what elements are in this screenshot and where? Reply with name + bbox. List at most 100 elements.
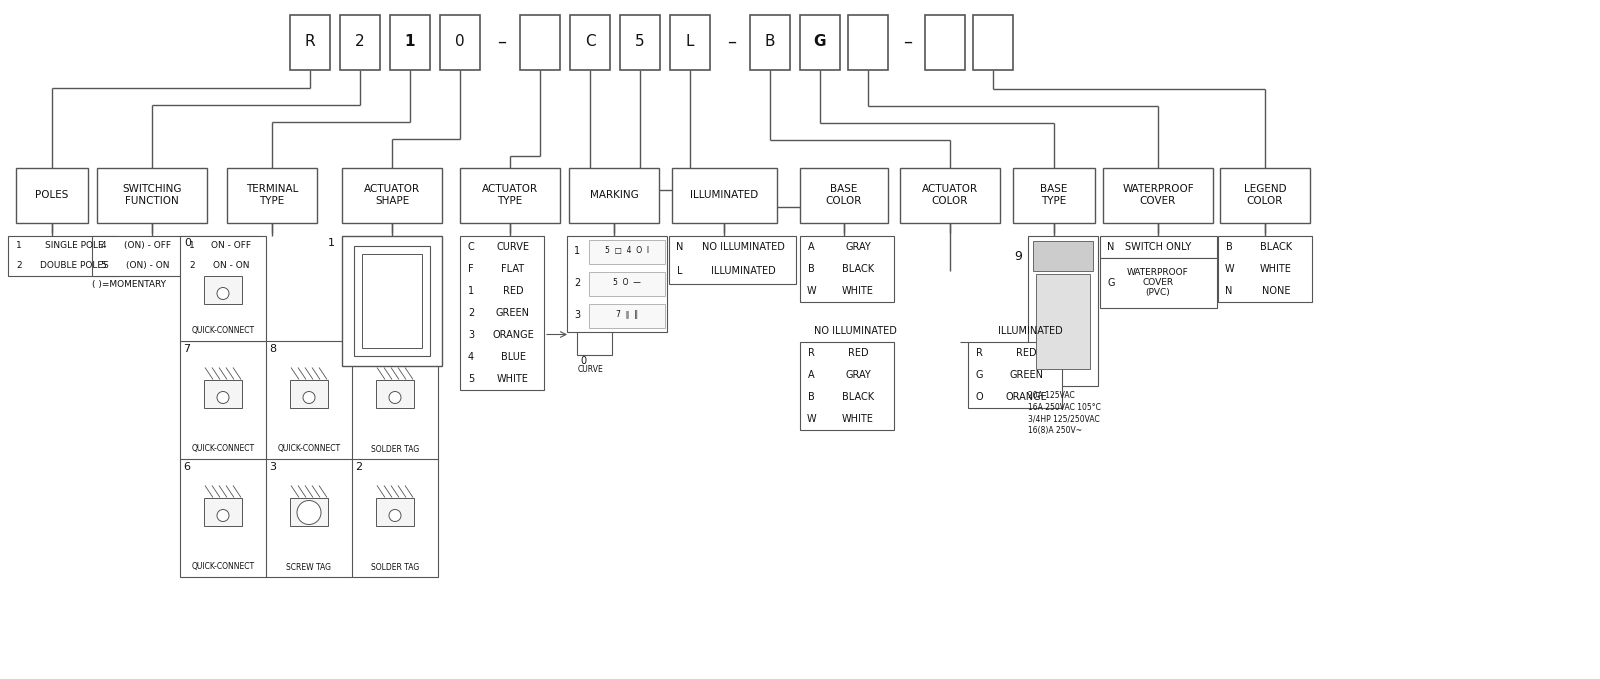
- Text: TERMINAL
TYPE: TERMINAL TYPE: [246, 184, 298, 206]
- Text: BLACK: BLACK: [842, 263, 874, 274]
- Text: SOLDER TAG: SOLDER TAG: [371, 562, 419, 572]
- Text: ORANGE: ORANGE: [493, 329, 534, 340]
- Bar: [376, 498, 414, 526]
- Circle shape: [389, 392, 402, 403]
- Bar: [205, 498, 242, 526]
- Text: 2: 2: [189, 261, 195, 270]
- Text: C: C: [584, 35, 595, 50]
- Bar: [354, 246, 430, 356]
- Bar: [1034, 240, 1093, 270]
- Text: N: N: [1107, 242, 1115, 251]
- Text: BASE
COLOR: BASE COLOR: [826, 184, 862, 206]
- Bar: [16, 168, 88, 223]
- Text: B: B: [1226, 242, 1232, 251]
- Text: WHITE: WHITE: [842, 414, 874, 424]
- Text: (ON) - OFF: (ON) - OFF: [125, 241, 171, 250]
- Text: F: F: [469, 263, 474, 274]
- Bar: [750, 14, 790, 69]
- Bar: [1037, 274, 1090, 369]
- Bar: [342, 236, 442, 365]
- Text: GRAY: GRAY: [845, 242, 870, 251]
- Text: 0: 0: [184, 238, 190, 249]
- Text: G: G: [976, 369, 982, 380]
- Bar: [205, 276, 242, 304]
- Bar: [800, 342, 894, 430]
- Bar: [1027, 236, 1098, 386]
- Bar: [8, 236, 118, 276]
- Text: RED: RED: [848, 348, 869, 358]
- Text: 4: 4: [467, 352, 474, 361]
- Bar: [290, 498, 328, 526]
- Bar: [390, 14, 430, 69]
- Text: 1: 1: [405, 35, 416, 50]
- Text: B: B: [808, 263, 814, 274]
- Text: SCREW TAG: SCREW TAG: [286, 562, 331, 572]
- Bar: [973, 14, 1013, 69]
- Text: GRAY: GRAY: [845, 369, 870, 380]
- Text: 5: 5: [635, 35, 645, 50]
- Bar: [1101, 236, 1218, 257]
- Text: ILLUMINATED: ILLUMINATED: [710, 266, 776, 276]
- Text: 6: 6: [182, 462, 190, 471]
- Text: QUICK-CONNECT: QUICK-CONNECT: [277, 445, 341, 454]
- Bar: [290, 14, 330, 69]
- Text: 16A 250VAC 105°C: 16A 250VAC 105°C: [1027, 403, 1101, 411]
- Text: WATERPROOF
COVER
(PVC): WATERPROOF COVER (PVC): [1126, 268, 1189, 297]
- Text: 5  □  4  O  I: 5 □ 4 O I: [605, 246, 650, 255]
- Text: B: B: [765, 35, 776, 50]
- Text: 3: 3: [574, 310, 581, 320]
- Text: ACTUATOR
TYPE: ACTUATOR TYPE: [482, 184, 538, 206]
- Circle shape: [218, 392, 229, 403]
- Circle shape: [298, 500, 322, 524]
- Text: R: R: [808, 348, 814, 358]
- Text: 0: 0: [579, 356, 586, 365]
- Text: ON - OFF: ON - OFF: [211, 241, 251, 250]
- Text: RED: RED: [502, 285, 523, 295]
- Text: 9: 9: [1014, 251, 1022, 263]
- Bar: [800, 168, 888, 223]
- Bar: [1013, 168, 1094, 223]
- Bar: [205, 380, 242, 407]
- Text: ACTUATOR
SHAPE: ACTUATOR SHAPE: [363, 184, 421, 206]
- Bar: [925, 14, 965, 69]
- Text: 2: 2: [355, 35, 365, 50]
- Text: ACTUATOR
COLOR: ACTUATOR COLOR: [922, 184, 978, 206]
- Text: –: –: [728, 33, 736, 51]
- Bar: [342, 168, 442, 223]
- Bar: [848, 14, 888, 69]
- Text: 8: 8: [269, 344, 277, 354]
- Text: QUICK-CONNECT: QUICK-CONNECT: [192, 562, 254, 572]
- Bar: [179, 236, 266, 340]
- Bar: [899, 168, 1000, 223]
- Bar: [520, 14, 560, 69]
- Text: SWITCH ONLY: SWITCH ONLY: [1125, 242, 1190, 251]
- Text: 3: 3: [467, 329, 474, 340]
- Bar: [576, 314, 611, 354]
- Text: WHITE: WHITE: [498, 373, 530, 384]
- Text: ILLUMINATED: ILLUMINATED: [998, 325, 1062, 335]
- Bar: [621, 14, 661, 69]
- Text: 2: 2: [355, 462, 362, 471]
- Text: GREEN: GREEN: [496, 308, 530, 318]
- Text: CURVE: CURVE: [578, 365, 603, 373]
- Bar: [339, 14, 381, 69]
- Text: WATERPROOF
COVER: WATERPROOF COVER: [1122, 184, 1194, 206]
- Text: SOLDER TAG: SOLDER TAG: [371, 445, 419, 454]
- Text: G: G: [814, 35, 826, 50]
- Text: 1: 1: [189, 241, 195, 250]
- Bar: [1218, 236, 1312, 301]
- Bar: [800, 236, 894, 301]
- Text: 1: 1: [574, 246, 581, 257]
- Text: N: N: [677, 242, 683, 253]
- Text: 4: 4: [101, 241, 106, 250]
- Text: B: B: [808, 392, 814, 401]
- Bar: [670, 14, 710, 69]
- Text: FLAT: FLAT: [501, 263, 525, 274]
- Bar: [461, 236, 544, 390]
- Text: ON - ON: ON - ON: [213, 261, 250, 270]
- Text: C: C: [467, 242, 474, 251]
- Text: 16(8)A 250V~: 16(8)A 250V~: [1027, 426, 1082, 435]
- Bar: [589, 240, 666, 263]
- Text: 1: 1: [16, 241, 22, 250]
- Text: 7: 7: [182, 344, 190, 354]
